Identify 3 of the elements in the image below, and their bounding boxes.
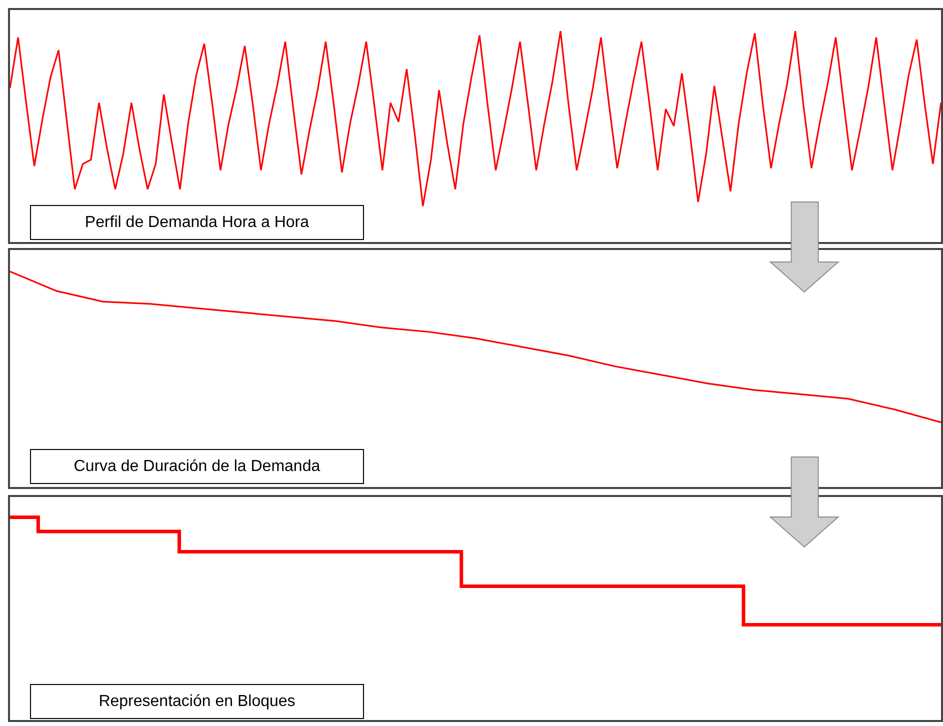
annotation: Perfil de Demanda Hora a Hora: [84, 214, 310, 231]
annotation: Representación en Bloques: [98, 693, 296, 710]
annotation: Curva de Duración de la Demanda: [74, 458, 320, 475]
